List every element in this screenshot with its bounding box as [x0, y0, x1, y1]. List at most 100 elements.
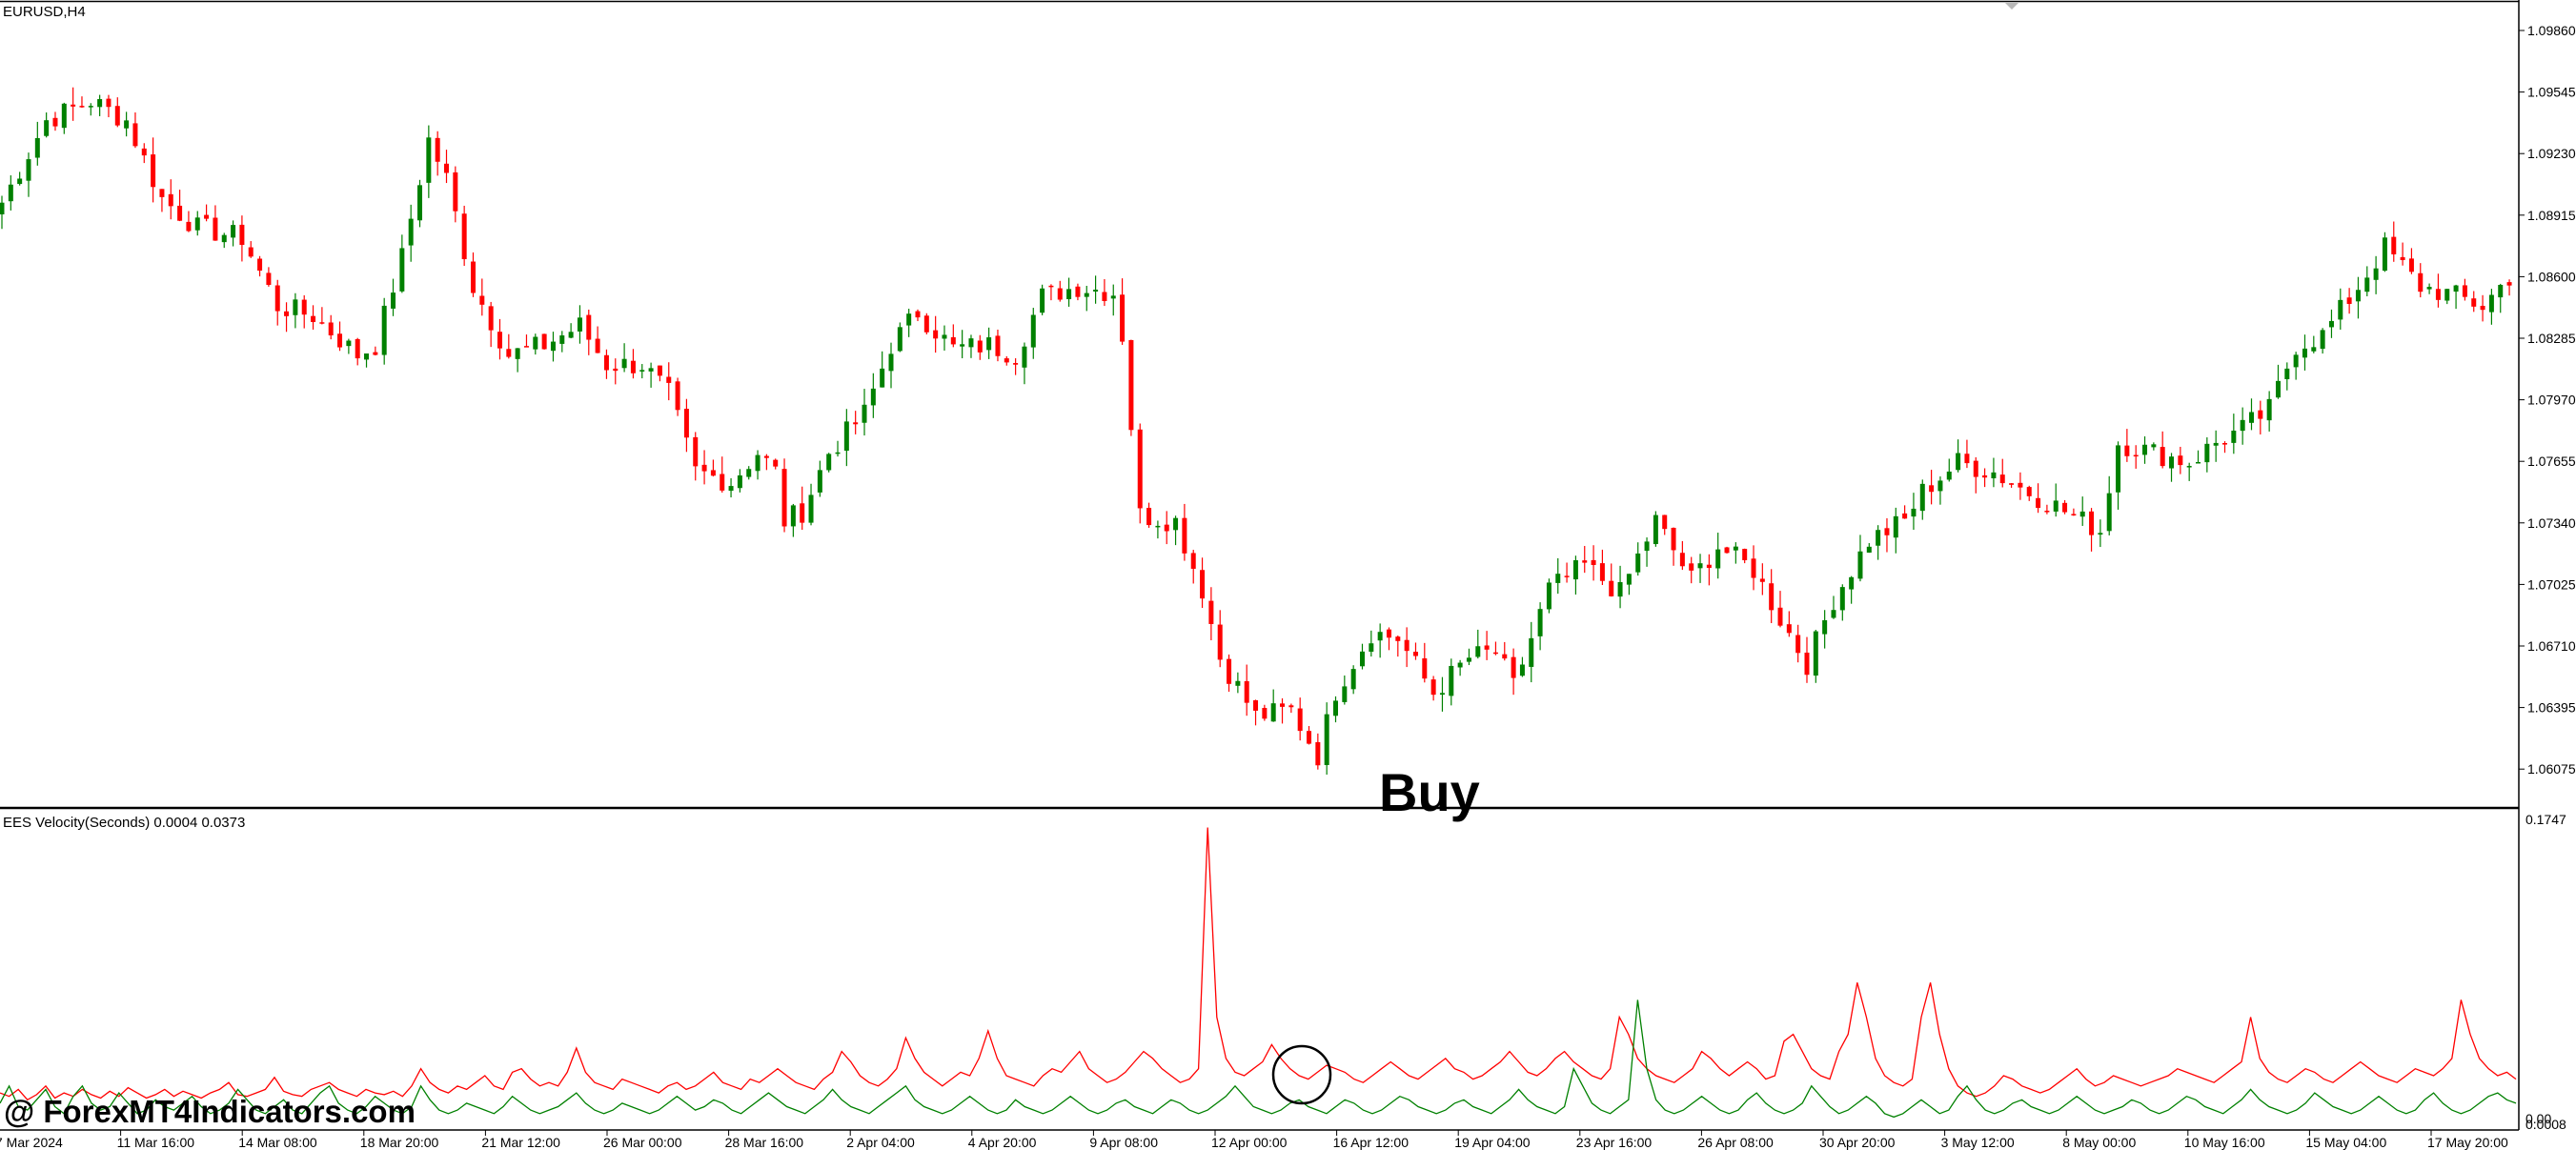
- candle-body: [1751, 558, 1756, 578]
- candle-body: [2089, 511, 2095, 535]
- candle-body: [693, 436, 699, 467]
- candle-body: [648, 368, 654, 372]
- candle-body: [1315, 741, 1321, 766]
- candle-body: [1866, 546, 1872, 554]
- candle-body: [2320, 330, 2325, 350]
- candle-body: [132, 123, 138, 147]
- candle-body: [2186, 466, 2192, 468]
- candle-body: [2036, 497, 2041, 509]
- candle-body: [124, 120, 130, 129]
- candle-body: [720, 474, 725, 491]
- price-tick-label: 1.06075: [2527, 761, 2576, 777]
- candle-body: [186, 221, 192, 232]
- velocity-red-line: [0, 827, 2517, 1101]
- candle-body: [79, 106, 85, 108]
- candle-body: [1911, 508, 1917, 517]
- time-tick-label: 30 Apr 20:00: [1819, 1135, 1896, 1150]
- candle-body: [435, 137, 440, 162]
- candle-body: [1617, 581, 1623, 597]
- candle-body: [1359, 651, 1365, 667]
- scroll-marker-icon[interactable]: [2005, 3, 2018, 10]
- candle-body: [763, 455, 769, 458]
- candle-body: [1742, 549, 1748, 560]
- candle-body: [2062, 502, 2068, 513]
- candle-body: [1217, 624, 1223, 660]
- candle-body: [1555, 574, 1561, 583]
- candle-body: [1342, 686, 1348, 702]
- candle-body: [1644, 541, 1650, 552]
- signal-circle-marker: [1271, 1044, 1332, 1105]
- candle-body: [1439, 693, 1445, 696]
- candle-body: [1893, 515, 1898, 538]
- candle-body: [639, 370, 645, 372]
- candle-body: [2018, 482, 2023, 488]
- candle-body: [1653, 514, 1658, 545]
- candle-body: [408, 218, 414, 246]
- candle-body: [453, 171, 458, 212]
- candle-body: [1537, 609, 1543, 636]
- candle-body: [2444, 289, 2450, 301]
- candle-body: [1270, 703, 1276, 722]
- time-tick-label: 16 Apr 12:00: [1333, 1135, 1410, 1150]
- candle-body: [906, 313, 912, 326]
- candle-body: [1377, 632, 1383, 641]
- candle-body: [1769, 583, 1775, 611]
- indicator-tick-label: 0.00: [2525, 1111, 2551, 1126]
- candle-body: [1492, 652, 1498, 655]
- candle-body: [2284, 368, 2290, 379]
- candle-body: [1662, 514, 1668, 530]
- candle-body: [2160, 447, 2165, 467]
- candle-body: [194, 217, 200, 231]
- chart-frame: [0, 0, 2520, 1131]
- candle-body: [2480, 305, 2485, 311]
- candle-body: [1333, 700, 1338, 716]
- time-tick-label: 4 Apr 20:00: [968, 1135, 1037, 1150]
- time-tick-label: 11 Mar 16:00: [117, 1135, 195, 1150]
- candle-body: [1795, 635, 1801, 654]
- candle-body: [1412, 652, 1418, 656]
- candle-body: [675, 381, 680, 411]
- candle-body: [168, 193, 173, 207]
- price-tick-label: 1.09545: [2527, 85, 2576, 100]
- velocity-green-line: [0, 999, 2517, 1119]
- candle-body: [44, 120, 50, 136]
- candle-body: [1626, 574, 1632, 585]
- candle-body: [986, 337, 992, 351]
- candle-body: [2408, 258, 2414, 272]
- candle-body: [2506, 282, 2512, 286]
- price-tick-label: 1.09230: [2527, 146, 2576, 161]
- candle-body: [755, 454, 761, 472]
- candle-body: [897, 327, 903, 352]
- candle-body: [1057, 288, 1063, 300]
- candle-body: [1679, 553, 1685, 567]
- candle-body: [2053, 500, 2059, 512]
- candle-body: [1857, 551, 1863, 579]
- candle-body: [2248, 412, 2254, 423]
- price-tick-label: 1.07655: [2527, 454, 2576, 469]
- candle-body: [373, 352, 378, 355]
- price-tick-label: 1.06710: [2527, 638, 2576, 654]
- candle-body: [550, 341, 556, 352]
- candle-body: [2044, 511, 2050, 513]
- candle-body: [1288, 705, 1294, 708]
- symbol-label: EURUSD,H4: [3, 4, 86, 20]
- time-tick-label: 26 Mar 00:00: [603, 1135, 682, 1150]
- candle-body: [2498, 285, 2504, 298]
- indicator-lines: [0, 827, 2517, 1119]
- candle-body: [2293, 354, 2299, 368]
- candle-body: [1706, 564, 1712, 569]
- candle-body: [2151, 444, 2157, 448]
- candle-body: [1227, 658, 1232, 684]
- candle-body: [391, 293, 396, 309]
- candle-body: [1324, 714, 1329, 765]
- indicator-tick-label: 0.0008: [2525, 1117, 2566, 1132]
- candle-body: [1449, 665, 1454, 696]
- time-axis-ticks: 7 Mar 2024 11 Mar 16:00 14 Mar 08:00 18 Mar…: [0, 1130, 2508, 1150]
- candle-body: [968, 338, 974, 348]
- candle-body: [2453, 285, 2459, 293]
- candle-body: [399, 248, 405, 292]
- candle-body: [2346, 297, 2352, 304]
- candle-body: [1253, 699, 1259, 711]
- indicator-tick-label: 0.1747: [2525, 812, 2566, 827]
- candle-body: [1128, 339, 1134, 431]
